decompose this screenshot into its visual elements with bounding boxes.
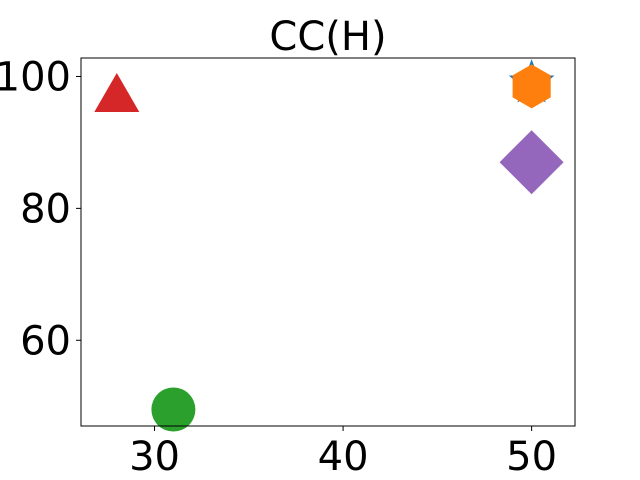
y-tick-label: 100 [0,54,71,100]
data-points [94,59,564,432]
x-tick-label: 30 [129,434,180,480]
x-tick-label: 50 [506,434,557,480]
triangle-marker [94,73,140,112]
x-tick-label: 40 [318,434,369,480]
circle-marker [151,387,196,432]
x-axis: 30 40 50 [129,426,557,480]
diamond-marker [499,130,564,195]
y-tick-label: 80 [20,186,71,232]
plot-frame [80,57,576,427]
chart-title: CC(H) [269,14,386,60]
y-tick-label: 60 [20,318,71,364]
y-axis: 60 80 100 [0,54,81,364]
hexagon-marker [512,64,551,109]
